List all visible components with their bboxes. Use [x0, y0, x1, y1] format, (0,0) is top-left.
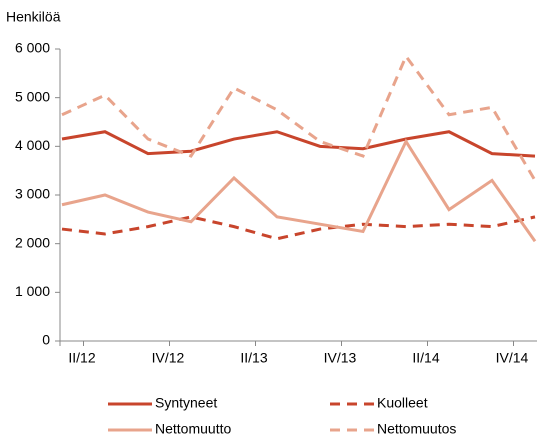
y-tick-label: 2 000	[15, 234, 50, 250]
x-tick-label: II/14	[412, 350, 439, 366]
legend-label: Nettomuutos	[377, 421, 456, 437]
series-line	[61, 53, 537, 182]
x-tick-label: IV/12	[152, 350, 185, 366]
series-line	[61, 138, 537, 243]
y-tick-label: 4 000	[15, 137, 50, 153]
y-tick-label: 6 000	[15, 40, 50, 56]
x-tick-label: IV/13	[324, 350, 357, 366]
series-line	[61, 130, 536, 158]
x-tick-label: IV/14	[496, 350, 529, 366]
series-line	[61, 215, 536, 241]
y-tick-label: 3 000	[15, 186, 50, 202]
y-tick-label: 1 000	[15, 283, 50, 299]
x-tick-label: II/12	[68, 350, 95, 366]
x-tick-label: II/13	[240, 350, 267, 366]
y-tick-label: 0	[42, 332, 50, 348]
y-tick-label: 5 000	[15, 88, 50, 104]
legend-label: Kuolleet	[377, 395, 428, 411]
legend-label: Syntyneet	[155, 395, 217, 411]
legend-label: Nettomuutto	[155, 421, 231, 437]
y-axis-label: Henkilöä	[6, 9, 61, 25]
